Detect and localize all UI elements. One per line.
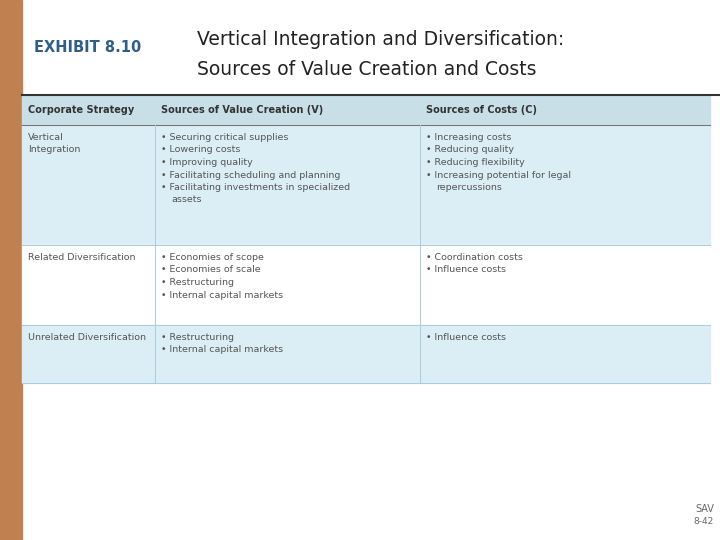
Text: Vertical
Integration: Vertical Integration	[28, 133, 81, 154]
Bar	[22, 245, 710, 325]
Text: • Internal capital markets: • Internal capital markets	[161, 291, 283, 300]
Text: • Increasing potential for legal: • Increasing potential for legal	[426, 171, 571, 179]
Text: • Increasing costs: • Increasing costs	[426, 133, 511, 142]
Text: Sources of Costs (C): Sources of Costs (C)	[426, 105, 537, 115]
Text: EXHIBIT 8.10: EXHIBIT 8.10	[34, 40, 141, 56]
Text: 8-42: 8-42	[694, 517, 714, 526]
Text: • Economies of scale: • Economies of scale	[161, 266, 261, 274]
Text: Corporate Strategy: Corporate Strategy	[28, 105, 134, 115]
Text: • Influence costs: • Influence costs	[426, 266, 506, 274]
Text: • Facilitating scheduling and planning: • Facilitating scheduling and planning	[161, 171, 341, 179]
Text: • Influence costs: • Influence costs	[426, 333, 506, 342]
Text: • Coordination costs: • Coordination costs	[426, 253, 523, 262]
Text: • Internal capital markets: • Internal capital markets	[161, 346, 283, 354]
Text: • Restructuring: • Restructuring	[161, 333, 234, 342]
Text: Related Diversification: Related Diversification	[28, 253, 135, 262]
Bar	[22, 125, 710, 245]
Text: Vertical Integration and Diversification:: Vertical Integration and Diversification…	[197, 30, 564, 49]
Text: • Facilitating investments in specialized: • Facilitating investments in specialize…	[161, 183, 350, 192]
Text: • Economies of scope: • Economies of scope	[161, 253, 264, 262]
Bar	[22, 325, 710, 383]
Text: • Lowering costs: • Lowering costs	[161, 145, 240, 154]
Text: SAV: SAV	[695, 504, 714, 514]
Bar	[22, 95, 710, 125]
Text: • Reducing quality: • Reducing quality	[426, 145, 514, 154]
Text: • Reducing flexibility: • Reducing flexibility	[426, 158, 525, 167]
Text: Sources of Value Creation (V): Sources of Value Creation (V)	[161, 105, 323, 115]
Text: assets: assets	[171, 195, 202, 205]
Text: Sources of Value Creation and Costs: Sources of Value Creation and Costs	[197, 60, 536, 79]
Text: • Securing critical supplies: • Securing critical supplies	[161, 133, 289, 142]
Text: repercussions: repercussions	[436, 183, 502, 192]
Text: Unrelated Diversification: Unrelated Diversification	[28, 333, 146, 342]
Text: • Improving quality: • Improving quality	[161, 158, 253, 167]
Text: • Restructuring: • Restructuring	[161, 278, 234, 287]
Bar	[0, 0, 22, 540]
